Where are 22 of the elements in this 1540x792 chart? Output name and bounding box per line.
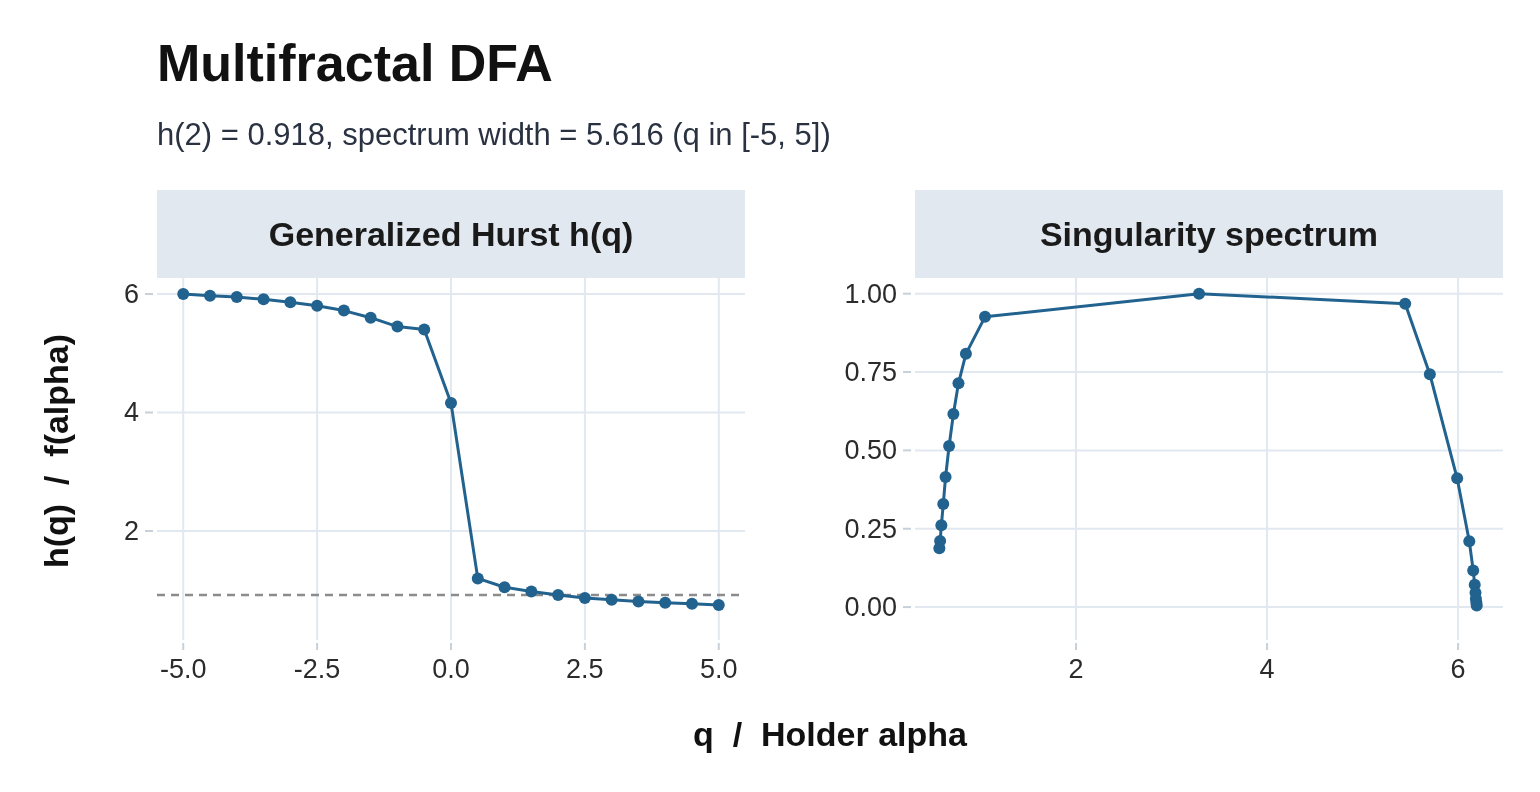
x-tick-label: 2.5 (566, 654, 604, 684)
text: h(2) = 0.918, spectrum width = 5.616 (q in [-5, 5]) (157, 117, 831, 152)
y-axis-title: h(q) / f(alpha) (37, 333, 75, 569)
x-tick-label: 5.0 (699, 654, 738, 684)
y-tick-label: 0.50 (844, 435, 897, 466)
y-tick-label: 1.00 (844, 278, 897, 309)
y-tick-label: 0.75 (844, 357, 897, 388)
chart-title: Singularity spectrum (1039, 215, 1379, 253)
y-tick-label: 0.25 (844, 513, 897, 544)
y-tick-label: 2 (123, 515, 139, 546)
x-tick-label: 6 (1450, 654, 1466, 684)
text: Multifractal DFA (157, 34, 553, 92)
x-axis-title: q / Holder alpha (693, 715, 969, 753)
y-tick-label: 4 (123, 397, 139, 428)
chart-title: Generalized Hurst h(q) (268, 215, 634, 253)
x-tick-label: -2.5 (293, 654, 341, 684)
x-tick-label: 2 (1068, 654, 1084, 684)
y-tick-label: 0.00 (844, 592, 897, 623)
x-tick-label: 0.0 (432, 654, 470, 684)
x-tick-label: 4 (1259, 654, 1275, 684)
x-tick-label: -5.0 (159, 654, 207, 684)
y-tick-label: 6 (123, 279, 139, 309)
